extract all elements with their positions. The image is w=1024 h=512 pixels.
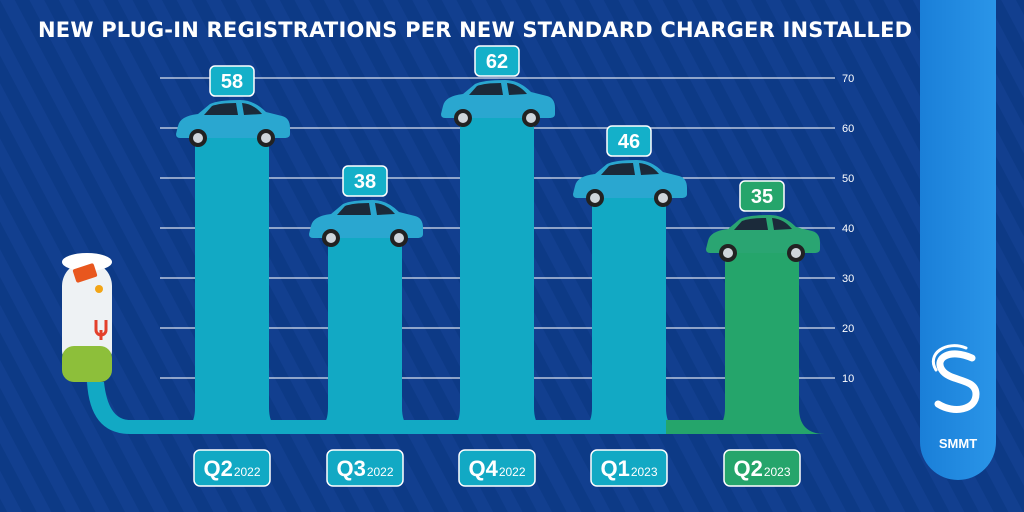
car-icon xyxy=(573,160,687,207)
category-label: Q12023 xyxy=(600,456,657,481)
category-label-box xyxy=(590,449,668,487)
car-icon xyxy=(176,100,290,147)
y-tick-label: 70 xyxy=(842,73,854,85)
car-icon xyxy=(309,200,423,247)
category-label-box xyxy=(326,449,404,487)
category-labels: Q22022 Q32022 Q42022 Q12023 Q22023 xyxy=(193,449,801,487)
value-label: 35 xyxy=(751,186,773,208)
category-label: Q22023 xyxy=(733,456,790,481)
bar xyxy=(566,198,692,434)
bars xyxy=(87,118,825,434)
value-label-box xyxy=(342,165,388,197)
charger-icon xyxy=(62,253,112,382)
value-labels: 58 38 62 46 35 xyxy=(209,45,785,212)
y-tick-label: 50 xyxy=(842,173,854,185)
y-tick-label: 30 xyxy=(842,273,854,285)
car-icon xyxy=(706,215,820,262)
y-tick-label: 10 xyxy=(842,373,854,385)
category-label: Q42022 xyxy=(468,456,525,481)
category-label-box xyxy=(458,449,536,487)
brand-logo-icon xyxy=(931,344,980,413)
car-icon xyxy=(441,80,555,127)
category-label-box xyxy=(723,449,801,487)
value-label-box xyxy=(606,125,652,157)
category-label: Q22022 xyxy=(203,456,260,481)
value-label-box xyxy=(739,180,785,212)
bar xyxy=(302,238,428,434)
cars xyxy=(176,80,820,262)
chart-title: NEW PLUG-IN REGISTRATIONS PER NEW STANDA… xyxy=(38,18,913,42)
bar xyxy=(434,118,560,434)
value-label: 38 xyxy=(354,171,376,193)
y-tick-label: 60 xyxy=(842,123,854,135)
y-tick-label: 20 xyxy=(842,323,854,335)
y-tick-label: 40 xyxy=(842,223,854,235)
bar xyxy=(169,138,295,434)
brand-ribbon xyxy=(920,0,996,480)
bar xyxy=(699,253,825,434)
category-label-box xyxy=(193,449,271,487)
y-axis-ticks: 10 20 30 40 50 60 70 xyxy=(842,73,854,385)
brand-name: SMMT xyxy=(938,436,978,451)
value-label: 62 xyxy=(486,51,508,73)
value-label: 58 xyxy=(221,71,243,93)
value-label-box xyxy=(209,65,255,97)
value-label-box xyxy=(474,45,520,77)
category-label: Q32022 xyxy=(336,456,393,481)
value-label: 46 xyxy=(618,131,640,153)
